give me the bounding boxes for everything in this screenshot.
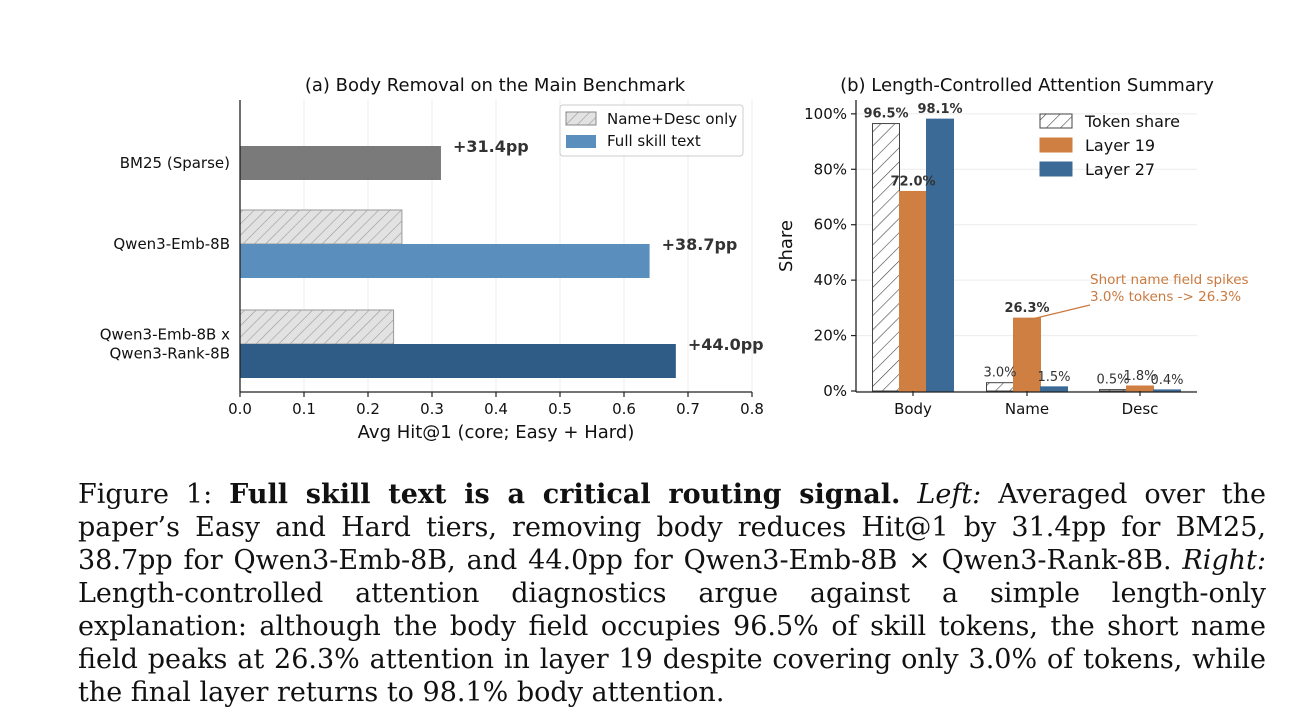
figure-caption: Figure 1: Full skill text is a critical …	[78, 478, 1266, 709]
bar-name-desc-qwen3-emb-8b-x-qwen3-rank-8b	[239, 309, 395, 345]
panel-b-category-labels: Body Name Desc	[894, 391, 1158, 418]
bar-layer-27-desc	[1153, 389, 1181, 392]
panel-a-x-tick-label: 0.6	[612, 400, 636, 418]
legend-label-name-desc: Name+Desc only	[607, 110, 737, 128]
bar-name-desc-qwen3-emb-8b	[239, 209, 403, 245]
bar-layer-19-body	[899, 190, 927, 392]
bar-full-text-qwen3-emb-8b-x-qwen3-rank-8b	[240, 344, 676, 378]
panel-b-bars	[872, 118, 1181, 392]
panel-a-x-tick-label: 0.0	[228, 400, 252, 418]
panel-b-value-label: 26.3%	[1004, 301, 1049, 316]
panel-b-y-tick-label: 100%	[804, 105, 847, 123]
panel-b-y-tick-label: 60%	[814, 216, 847, 234]
caption-figure-label: Figure 1:	[78, 479, 213, 510]
panel-a-title: (a) Body Removal on the Main Benchmark	[305, 75, 686, 96]
bar-full-text-qwen3-emb-8b	[240, 244, 650, 278]
legend-swatch-name-desc	[565, 111, 597, 126]
bar-token-share-desc	[1099, 389, 1127, 392]
panel-b-y-tick-label: 80%	[814, 160, 847, 178]
panel-a-delta-annotation: +38.7pp	[662, 235, 738, 254]
panel-b-y-tick-label: 40%	[814, 271, 847, 289]
panel-a-x-label: Avg Hit@1 (core; Easy + Hard)	[358, 422, 635, 443]
panel-b-annotation-arrow	[1027, 304, 1091, 321]
panel-a-category-label: Qwen3-Emb-8B x Qwen3-Rank-8B	[100, 326, 230, 363]
panel-a-x-tick-label: 0.4	[484, 400, 508, 418]
bar-layer-27-body	[926, 118, 954, 392]
panel-b-value-label: 96.5%	[863, 107, 908, 122]
panel-b-value-label: 72.0%	[890, 174, 935, 189]
panel-b-annotation-line2: 3.0% tokens -> 26.3%	[1090, 289, 1241, 305]
panel-b-value-label: 1.5%	[1037, 370, 1070, 385]
caption-left-label: Left:	[917, 479, 982, 510]
bar-token-share-body	[872, 123, 900, 392]
panel-a-x-tick-label: 0.3	[420, 400, 444, 418]
panel-a-annotations: +31.4pp +38.7pp +44.0pp	[453, 137, 764, 354]
bar-layer-19-name	[1013, 317, 1041, 392]
caption-left-text: Averaged over the paper’s Easy and Hard …	[78, 479, 1266, 576]
panel-a-x-tick-label: 0.7	[676, 400, 700, 418]
panel-a-bars	[239, 146, 676, 378]
panel-b-value-label: 3.0%	[983, 366, 1016, 381]
caption-bold-statement: Full skill text is a critical routing si…	[229, 479, 901, 510]
panel-b-category-label: Body	[894, 400, 932, 418]
panel-b-value-label: 0.4%	[1150, 373, 1183, 388]
panel-a-category-label: Qwen3-Emb-8B	[113, 235, 230, 253]
panel-b-value-label: 0.5%	[1096, 373, 1129, 388]
bar-token-share-name	[986, 382, 1014, 392]
panel-b-category-label: Desc	[1122, 400, 1159, 418]
panel-b-value-labels: 96.5% 72.0% 98.1% 3.0% 26.3% 1.5% 0.5%1.8%0.4%	[863, 102, 1183, 388]
bar-layer-27-name	[1040, 386, 1068, 392]
panel-b: (b) Length-Controlled Attention Summary …	[776, 75, 1249, 418]
bar-layer-19-desc	[1126, 385, 1154, 392]
caption-right-label: Right:	[1182, 545, 1266, 576]
panel-a-x-ticks: 0.0 0.1 0.2 0.3 0.4 0.5 0.6 0.7 0.8	[228, 392, 764, 418]
panel-a: (a) Body Removal on the Main Benchmark +…	[100, 75, 764, 443]
legend-label-layer-19: Layer 19	[1085, 136, 1155, 155]
panel-a-legend-frame	[559, 104, 744, 157]
legend-label-token-share: Token share	[1084, 112, 1180, 131]
legend-label-layer-27: Layer 27	[1085, 160, 1155, 179]
panel-b-category-label: Name	[1005, 400, 1049, 418]
legend-swatch-full-text	[566, 135, 596, 148]
panel-a-delta-annotation: +44.0pp	[688, 335, 764, 354]
panel-a-x-tick-label: 0.5	[548, 400, 572, 418]
panel-b-value-label: 98.1%	[917, 102, 962, 117]
panel-b-y-tick-label: 0%	[823, 382, 847, 400]
legend-swatch-layer-27	[1039, 161, 1073, 177]
panel-b-value-label: 1.8%	[1123, 369, 1156, 384]
panel-a-x-tick-label: 0.1	[292, 400, 316, 418]
legend-label-full-text: Full skill text	[607, 132, 701, 150]
panel-b-legend: Token share Layer 19 Layer 27	[1039, 112, 1180, 179]
panel-b-annotation-line1: Short name field spikes	[1090, 272, 1249, 288]
panel-a-legend: Name+Desc only Full skill text	[559, 104, 744, 157]
panel-a-category-label: BM25 (Sparse)	[120, 154, 230, 172]
legend-swatch-layer-19	[1039, 137, 1073, 153]
panel-b-y-label: Share	[776, 220, 797, 272]
panel-b-y-ticks: 0% 20% 40% 60% 80% 100%	[804, 105, 856, 400]
bar-full-text-bm25-sparse	[240, 146, 441, 180]
panel-a-delta-annotation: +31.4pp	[453, 137, 529, 156]
panel-a-x-tick-label: 0.2	[356, 400, 380, 418]
panel-b-y-tick-label: 20%	[814, 327, 847, 345]
caption-right-text: Length-controlled attention diagnostics …	[78, 578, 1266, 708]
panel-b-title: (b) Length-Controlled Attention Summary	[840, 75, 1214, 96]
legend-swatch-token-share	[1039, 113, 1073, 129]
panel-a-x-tick-label: 0.8	[740, 400, 764, 418]
